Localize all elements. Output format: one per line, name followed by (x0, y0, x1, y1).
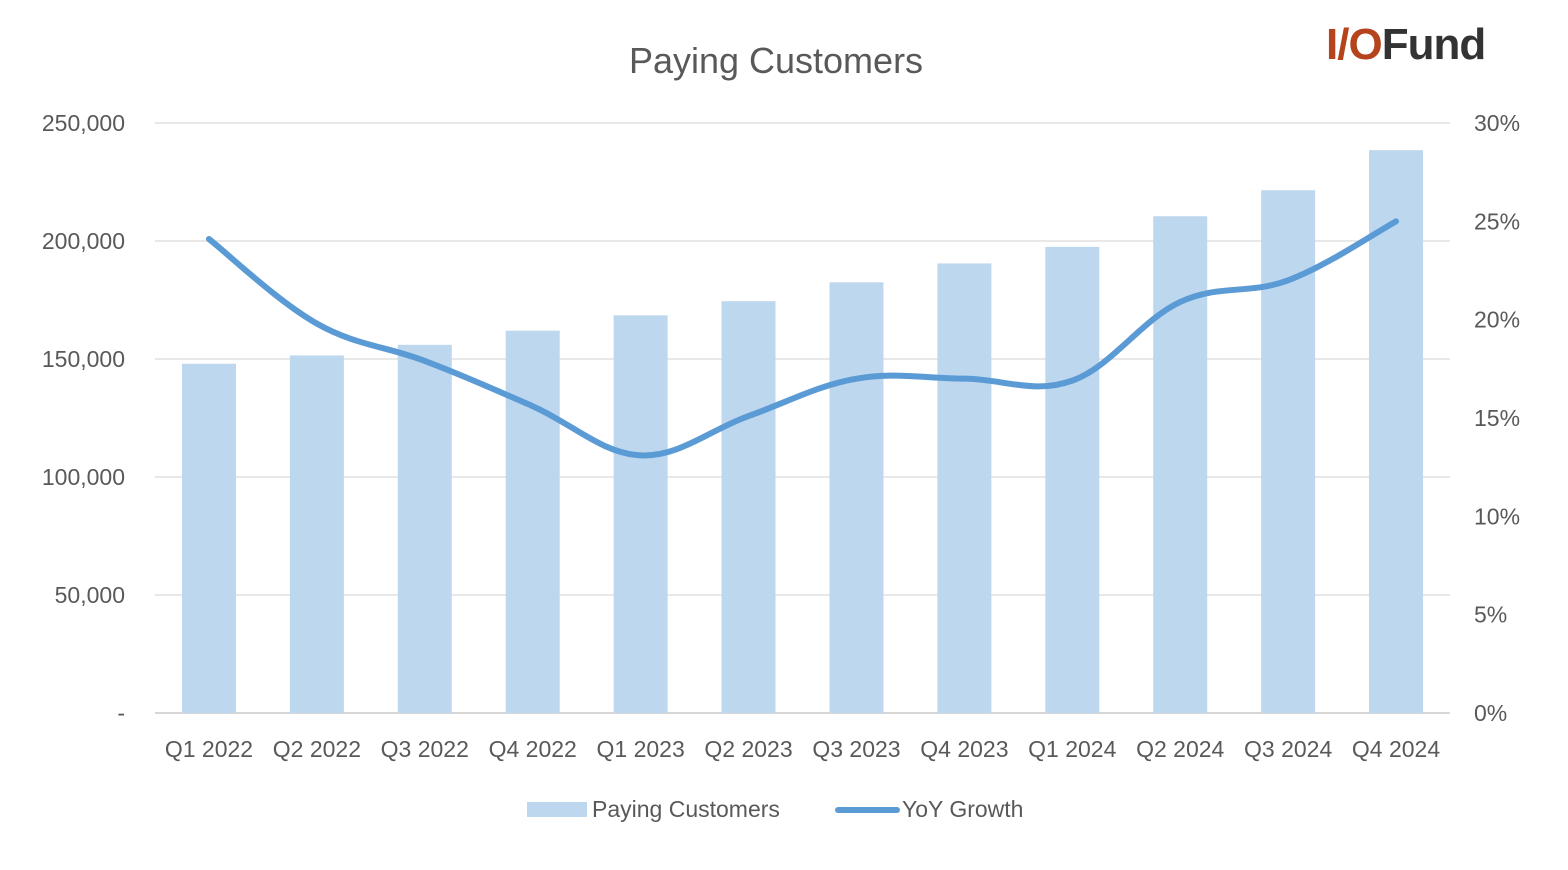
bar (1153, 216, 1208, 713)
x-tick-label: Q4 2022 (489, 736, 577, 762)
x-tick-label: Q1 2024 (1028, 736, 1116, 762)
x-tick-label: Q2 2022 (273, 736, 361, 762)
x-tick-label: Q1 2022 (165, 736, 253, 762)
y-right-tick-label: 25% (1474, 208, 1520, 234)
x-tick-label: Q4 2024 (1352, 736, 1440, 762)
logo-accent: I/O (1326, 20, 1383, 69)
bar-series (181, 150, 1424, 713)
y-left-tick-label: 150,000 (42, 346, 125, 372)
bar (181, 363, 236, 713)
yoy-growth-line (205, 218, 1400, 459)
bar (721, 301, 776, 713)
x-tick-label: Q3 2024 (1244, 736, 1332, 762)
y-right-tick-label: 15% (1474, 405, 1520, 431)
legend-label-paying-customers: Paying Customers (592, 796, 780, 822)
y-right-tick-label: 0% (1474, 700, 1507, 726)
bar (1045, 246, 1100, 713)
bar (397, 344, 452, 713)
bar (289, 355, 344, 713)
x-tick-label: Q4 2023 (920, 736, 1008, 762)
x-axis: Q1 2022 Q2 2022 Q3 2022 Q4 2022 Q1 2023 Q2 20… (165, 736, 1441, 762)
y-axis-right: 0% 5% 10% 15% 20% 25% 30% (1474, 110, 1520, 726)
bar (937, 263, 992, 713)
y-left-tick-label: 200,000 (42, 228, 125, 254)
ioFund-logo: I/OFund (1326, 20, 1487, 70)
y-right-tick-label: 30% (1474, 110, 1520, 136)
bar (1261, 190, 1316, 713)
logo-rest: Fund (1381, 20, 1487, 69)
y-right-tick-label: 5% (1474, 602, 1507, 628)
chart-title: Paying Customers (629, 40, 923, 81)
x-tick-label: Q3 2023 (812, 736, 900, 762)
y-left-tick-label: 50,000 (55, 582, 125, 608)
y-axis-left: - 50,000 100,000 150,000 200,000 250,000 (42, 110, 125, 726)
x-tick-label: Q2 2023 (704, 736, 792, 762)
x-tick-label: Q2 2024 (1136, 736, 1224, 762)
y-right-tick-label: 10% (1474, 503, 1520, 529)
line-series (205, 218, 1400, 459)
y-right-tick-label: 20% (1474, 307, 1520, 333)
y-left-tick-label: - (117, 700, 125, 726)
legend-swatch-paying-customers (527, 802, 587, 817)
bar (613, 315, 668, 713)
bar (1369, 150, 1424, 713)
gridlines (155, 122, 1450, 714)
y-left-tick-label: 100,000 (42, 464, 125, 490)
x-tick-label: Q3 2022 (381, 736, 469, 762)
bar (505, 330, 560, 713)
bar (829, 282, 884, 713)
legend: Paying Customers YoY Growth (527, 796, 1023, 822)
y-left-tick-label: 250,000 (42, 110, 125, 136)
x-tick-label: Q1 2023 (597, 736, 685, 762)
legend-label-yoy-growth: YoY Growth (902, 796, 1023, 822)
